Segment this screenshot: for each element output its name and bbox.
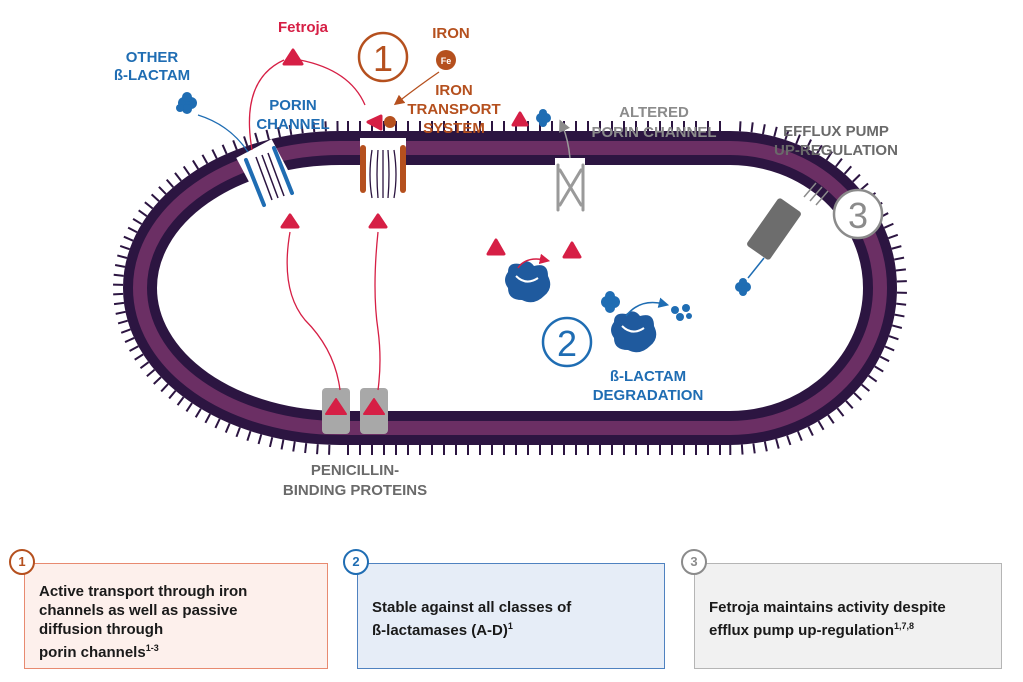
summary-badge-2: 2 xyxy=(343,549,369,575)
iron-transport-label-line1: IRON xyxy=(435,82,473,99)
iron-fe-icon xyxy=(384,50,456,128)
altered-porin-label-line1: ALTERED xyxy=(619,104,689,121)
summary-1-line1: Active transport through iron xyxy=(39,583,248,600)
altered-porin-label-line2: PORIN CHANNEL xyxy=(591,124,716,141)
fetroja-molecule-icon xyxy=(511,111,529,127)
fetroja-molecule-icon xyxy=(366,114,383,131)
other-b-lactam-label-line1: OTHER xyxy=(126,49,179,66)
step-1-number: 1 xyxy=(373,38,393,79)
iron-label: IRON xyxy=(432,25,470,42)
beta-lactamase-enzyme-icon xyxy=(611,311,657,353)
fetroja-molecule-icon xyxy=(486,238,506,256)
summary-1-line4: porin channels xyxy=(39,644,146,661)
fetroja-molecule-icon xyxy=(282,48,304,66)
summary-1-line3: diffusion through xyxy=(39,621,164,638)
beta-lactam-molecules xyxy=(176,92,751,321)
summary-text-3: Fetroja maintains activity despite efflu… xyxy=(709,582,987,640)
degradation-label-line2: DEGRADATION xyxy=(593,387,704,404)
bacterial-cilia xyxy=(113,121,907,456)
summary-text-1: Active transport through iron channels a… xyxy=(39,582,313,662)
degradation-label-line1: ß-LACTAM xyxy=(610,368,686,385)
summary-3-line2: efflux pump up-regulation xyxy=(709,622,894,639)
fetroja-molecule-icon xyxy=(562,241,582,259)
step-2-number: 2 xyxy=(557,323,577,364)
degraded-beta-lactam-icon xyxy=(671,304,692,321)
summary-3-line1: Fetroja maintains activity despite xyxy=(709,599,946,616)
efflux-pump-label-line1: EFFLUX PUMP xyxy=(783,123,889,140)
other-b-lactam-label-line2: ß-LACTAM xyxy=(114,67,190,84)
fetroja-molecule-icon xyxy=(280,213,300,229)
summary-1-line2: channels as well as passive xyxy=(39,602,238,619)
footnote-ref: 1,7,8 xyxy=(894,621,915,631)
porin-channel-label-line2: CHANNEL xyxy=(256,116,329,133)
beta-lactam-molecule-icon xyxy=(735,278,751,296)
pbp-label-line1: PENICILLIN- xyxy=(311,462,399,479)
summary-badge-3: 3 xyxy=(681,549,707,575)
iron-transport-label-line2: TRANSPORT xyxy=(407,101,500,118)
porin-channel-icon xyxy=(236,139,300,211)
mechanism-diagram: 1 2 3 Fetroja OTHER ß-LACTAM PORIN CHANN… xyxy=(113,19,907,499)
efflux-pump-icon xyxy=(747,182,829,279)
beta-lactamase-enzyme-icon xyxy=(505,261,551,303)
summary-text-2: Stable against all classes of ß-lactamas… xyxy=(372,582,650,640)
summary-box-1: Active transport through iron channels a… xyxy=(24,563,328,669)
step-1-badge: 1 xyxy=(357,31,409,83)
beta-lactamase-enzymes xyxy=(505,253,670,353)
beta-lactam-molecule-icon xyxy=(536,109,551,127)
step-3-number: 3 xyxy=(848,195,868,236)
step-2-badge: 2 xyxy=(541,316,593,368)
step-3-badge: 3 xyxy=(832,188,884,240)
summary-2-line2: ß-lactamases (A-D) xyxy=(372,622,508,639)
fetroja-molecule-icon xyxy=(368,213,388,229)
summary-badge-1: 1 xyxy=(9,549,35,575)
porin-channel-label-line1: PORIN xyxy=(269,97,317,114)
fe-symbol: Fe xyxy=(441,56,452,66)
footnote-ref: 1 xyxy=(507,621,513,631)
penicillin-binding-proteins-icon xyxy=(322,388,388,434)
footnote-ref: 1-3 xyxy=(145,643,159,653)
beta-lactam-molecule-icon xyxy=(601,291,620,313)
connector-lines xyxy=(197,59,440,391)
iron-transport-channel-icon xyxy=(360,138,406,199)
altered-porin-channel-icon xyxy=(555,119,585,218)
fetroja-molecules xyxy=(280,48,582,259)
efflux-pump-label-line2: UP-REGULATION xyxy=(774,142,898,159)
beta-lactam-molecule-icon xyxy=(176,92,197,114)
summary-2-line1: Stable against all classes of xyxy=(372,599,572,616)
pbp-label-line2: BINDING PROTEINS xyxy=(283,482,427,499)
summary-box-2: Stable against all classes of ß-lactamas… xyxy=(357,563,665,669)
fetroja-label: Fetroja xyxy=(278,19,329,36)
summary-box-3: Fetroja maintains activity despite efflu… xyxy=(694,563,1002,669)
iron-transport-label-line3: SYSTEM xyxy=(423,120,485,137)
